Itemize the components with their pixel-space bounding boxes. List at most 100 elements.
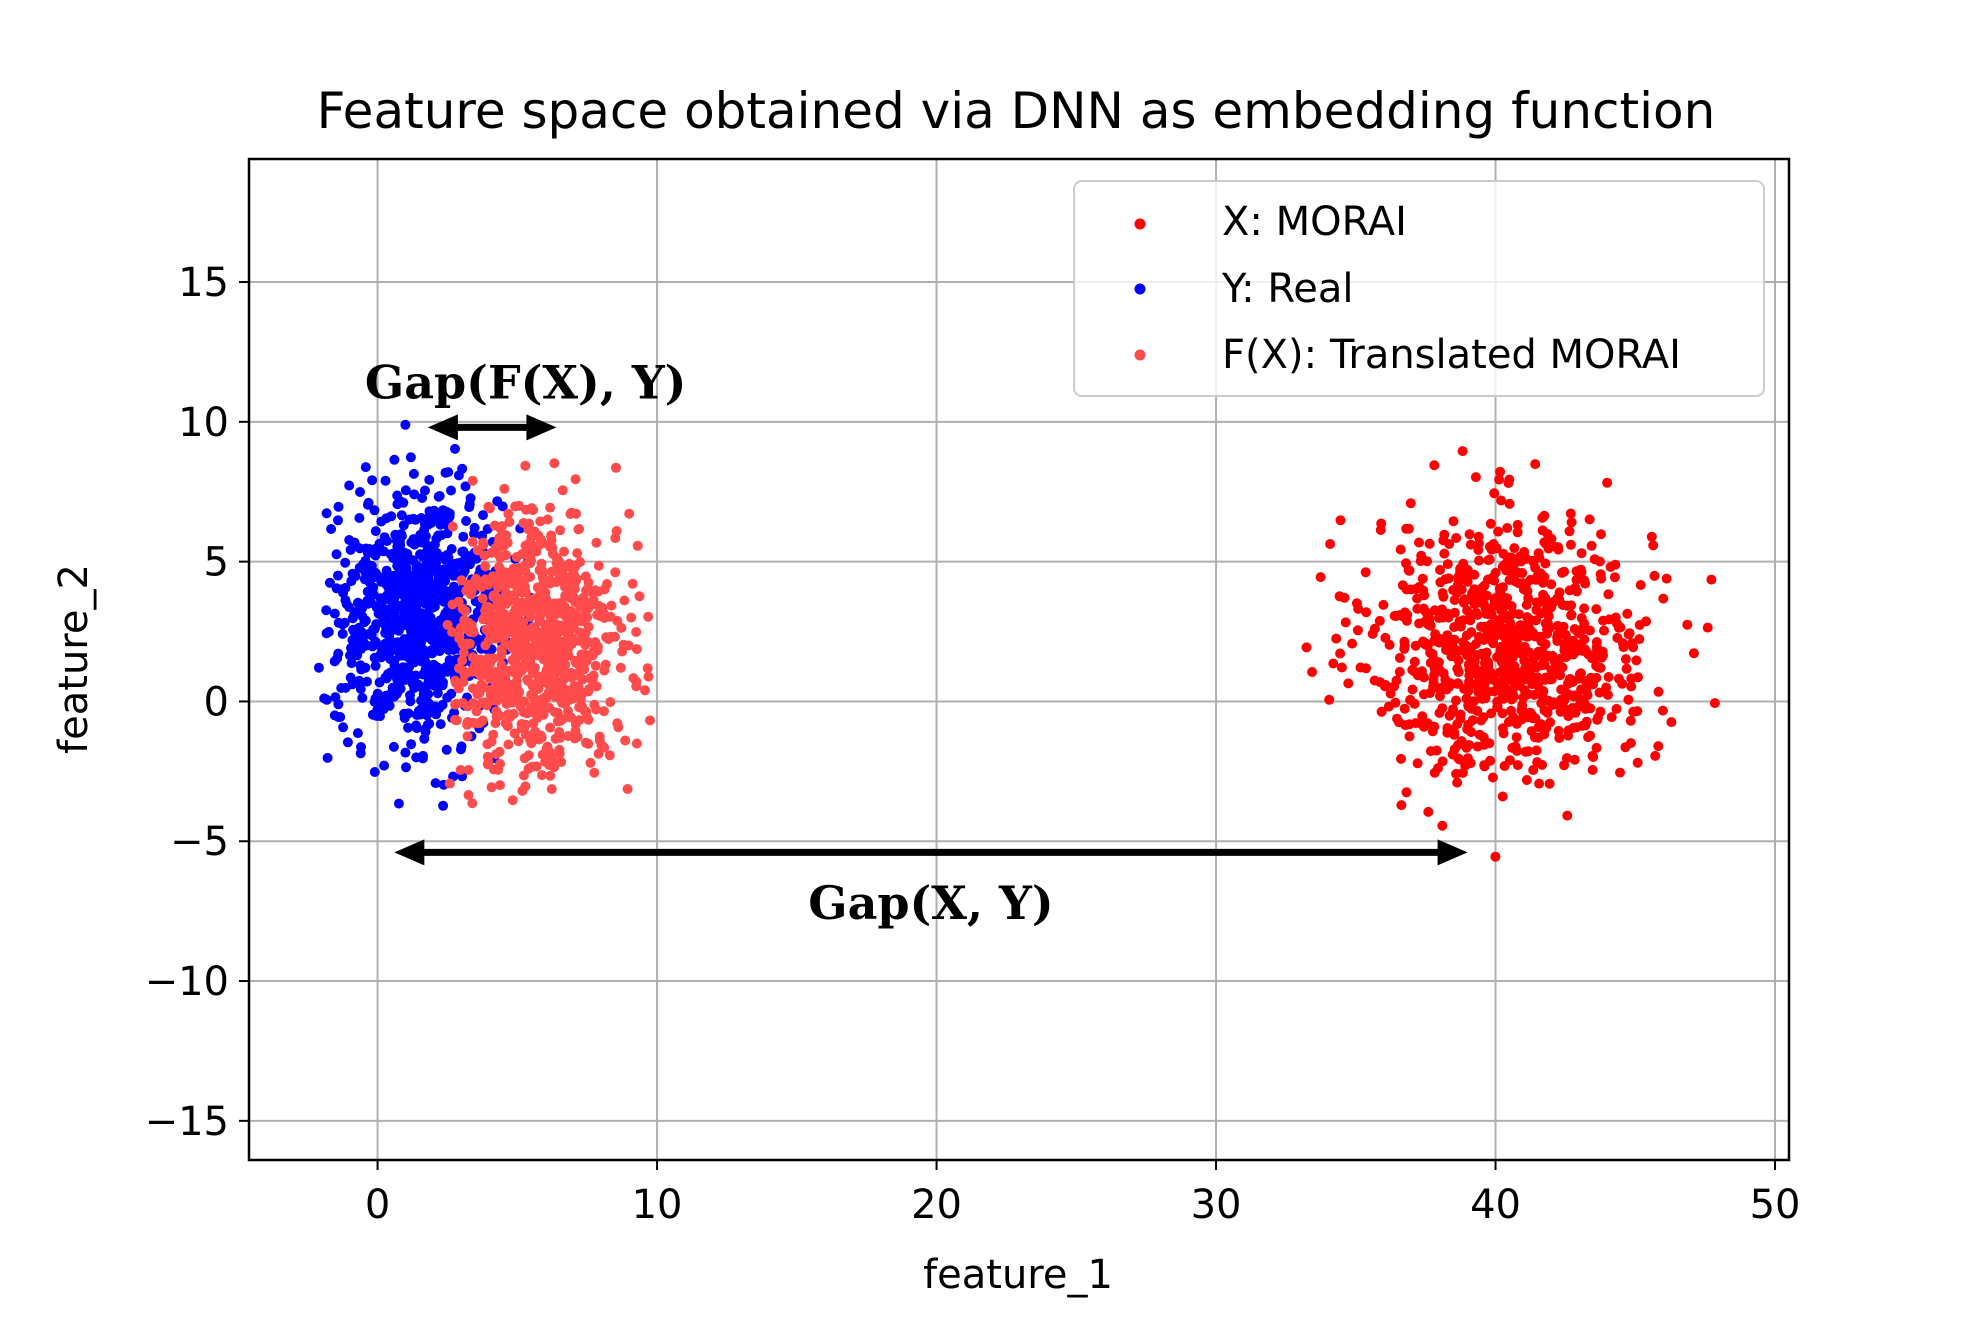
data-point xyxy=(1529,689,1540,700)
data-point xyxy=(1469,584,1480,595)
data-point xyxy=(1444,710,1455,721)
data-point xyxy=(353,604,364,615)
data-point xyxy=(1706,574,1717,585)
data-point xyxy=(628,673,639,684)
data-point xyxy=(457,463,468,474)
data-point xyxy=(432,688,443,699)
data-point xyxy=(400,675,411,685)
data-point xyxy=(503,508,514,519)
data-point xyxy=(1591,604,1602,615)
data-point xyxy=(1604,614,1615,625)
data-point xyxy=(358,636,369,647)
data-point xyxy=(1456,584,1467,595)
data-point xyxy=(570,474,581,485)
data-point xyxy=(489,520,500,531)
data-point xyxy=(1410,640,1421,651)
data-point xyxy=(444,511,455,522)
data-point xyxy=(1615,622,1626,633)
data-point xyxy=(337,628,348,639)
data-point xyxy=(1437,756,1448,767)
data-point xyxy=(426,518,437,528)
data-point xyxy=(454,631,465,642)
data-point xyxy=(447,627,458,637)
data-point xyxy=(1546,579,1557,590)
data-point xyxy=(1462,724,1473,735)
data-point xyxy=(1512,760,1523,771)
data-point xyxy=(1566,609,1577,620)
data-point xyxy=(1466,627,1477,638)
data-point xyxy=(519,753,530,764)
data-point xyxy=(543,687,554,698)
data-point xyxy=(388,548,399,559)
data-point xyxy=(1433,664,1444,675)
data-point xyxy=(1596,573,1607,584)
data-point xyxy=(410,670,421,681)
data-point xyxy=(527,703,538,714)
data-point xyxy=(469,528,479,539)
data-point xyxy=(610,567,621,578)
data-point xyxy=(482,739,493,750)
data-point xyxy=(1456,736,1467,747)
data-point xyxy=(376,516,387,527)
data-point xyxy=(424,474,435,485)
data-point xyxy=(1529,732,1540,743)
data-point xyxy=(401,762,411,773)
data-point xyxy=(1584,625,1595,636)
data-point xyxy=(537,569,548,580)
data-point xyxy=(1469,656,1480,667)
data-point xyxy=(1414,618,1425,629)
data-point xyxy=(1417,711,1428,722)
data-point xyxy=(396,510,407,521)
data-point xyxy=(1513,578,1524,589)
data-point xyxy=(1591,637,1602,647)
data-point xyxy=(1473,667,1484,678)
data-point xyxy=(1633,672,1643,683)
data-point xyxy=(1424,620,1435,631)
data-point xyxy=(1335,648,1346,659)
data-point xyxy=(1449,744,1460,755)
data-point xyxy=(333,699,344,710)
x-tick-label: 30 xyxy=(1191,1182,1242,1228)
data-point xyxy=(1443,573,1454,584)
data-point xyxy=(1353,603,1364,614)
x-tick-label: 40 xyxy=(1470,1182,1521,1228)
data-point xyxy=(577,674,588,685)
data-point xyxy=(1532,672,1543,683)
data-point xyxy=(1511,732,1522,743)
data-point xyxy=(545,578,555,589)
data-point xyxy=(594,735,605,746)
data-point xyxy=(515,584,526,595)
data-point xyxy=(376,652,387,663)
data-point xyxy=(538,634,549,645)
data-point xyxy=(1540,558,1551,569)
data-point xyxy=(1661,573,1672,584)
data-point xyxy=(609,631,620,642)
data-point xyxy=(588,670,599,681)
data-point xyxy=(517,549,528,559)
data-point xyxy=(509,728,520,739)
data-point xyxy=(1510,741,1521,752)
data-point xyxy=(1628,706,1639,717)
data-point xyxy=(513,736,524,747)
data-point xyxy=(1571,586,1582,597)
data-point xyxy=(1509,543,1520,554)
data-point xyxy=(450,714,460,725)
data-point xyxy=(344,602,355,613)
data-point xyxy=(1513,609,1524,620)
data-point xyxy=(569,681,580,692)
data-point xyxy=(1464,568,1475,578)
data-point xyxy=(1489,488,1500,499)
data-point xyxy=(345,544,356,555)
data-point xyxy=(588,646,599,657)
data-point xyxy=(1458,637,1469,648)
data-point xyxy=(455,765,466,775)
data-point xyxy=(478,537,489,548)
data-point xyxy=(406,739,417,750)
data-point xyxy=(507,795,518,806)
data-point xyxy=(505,712,516,722)
data-point xyxy=(535,586,546,597)
data-point xyxy=(1503,717,1514,727)
data-point xyxy=(379,760,390,771)
data-point xyxy=(1586,540,1597,551)
